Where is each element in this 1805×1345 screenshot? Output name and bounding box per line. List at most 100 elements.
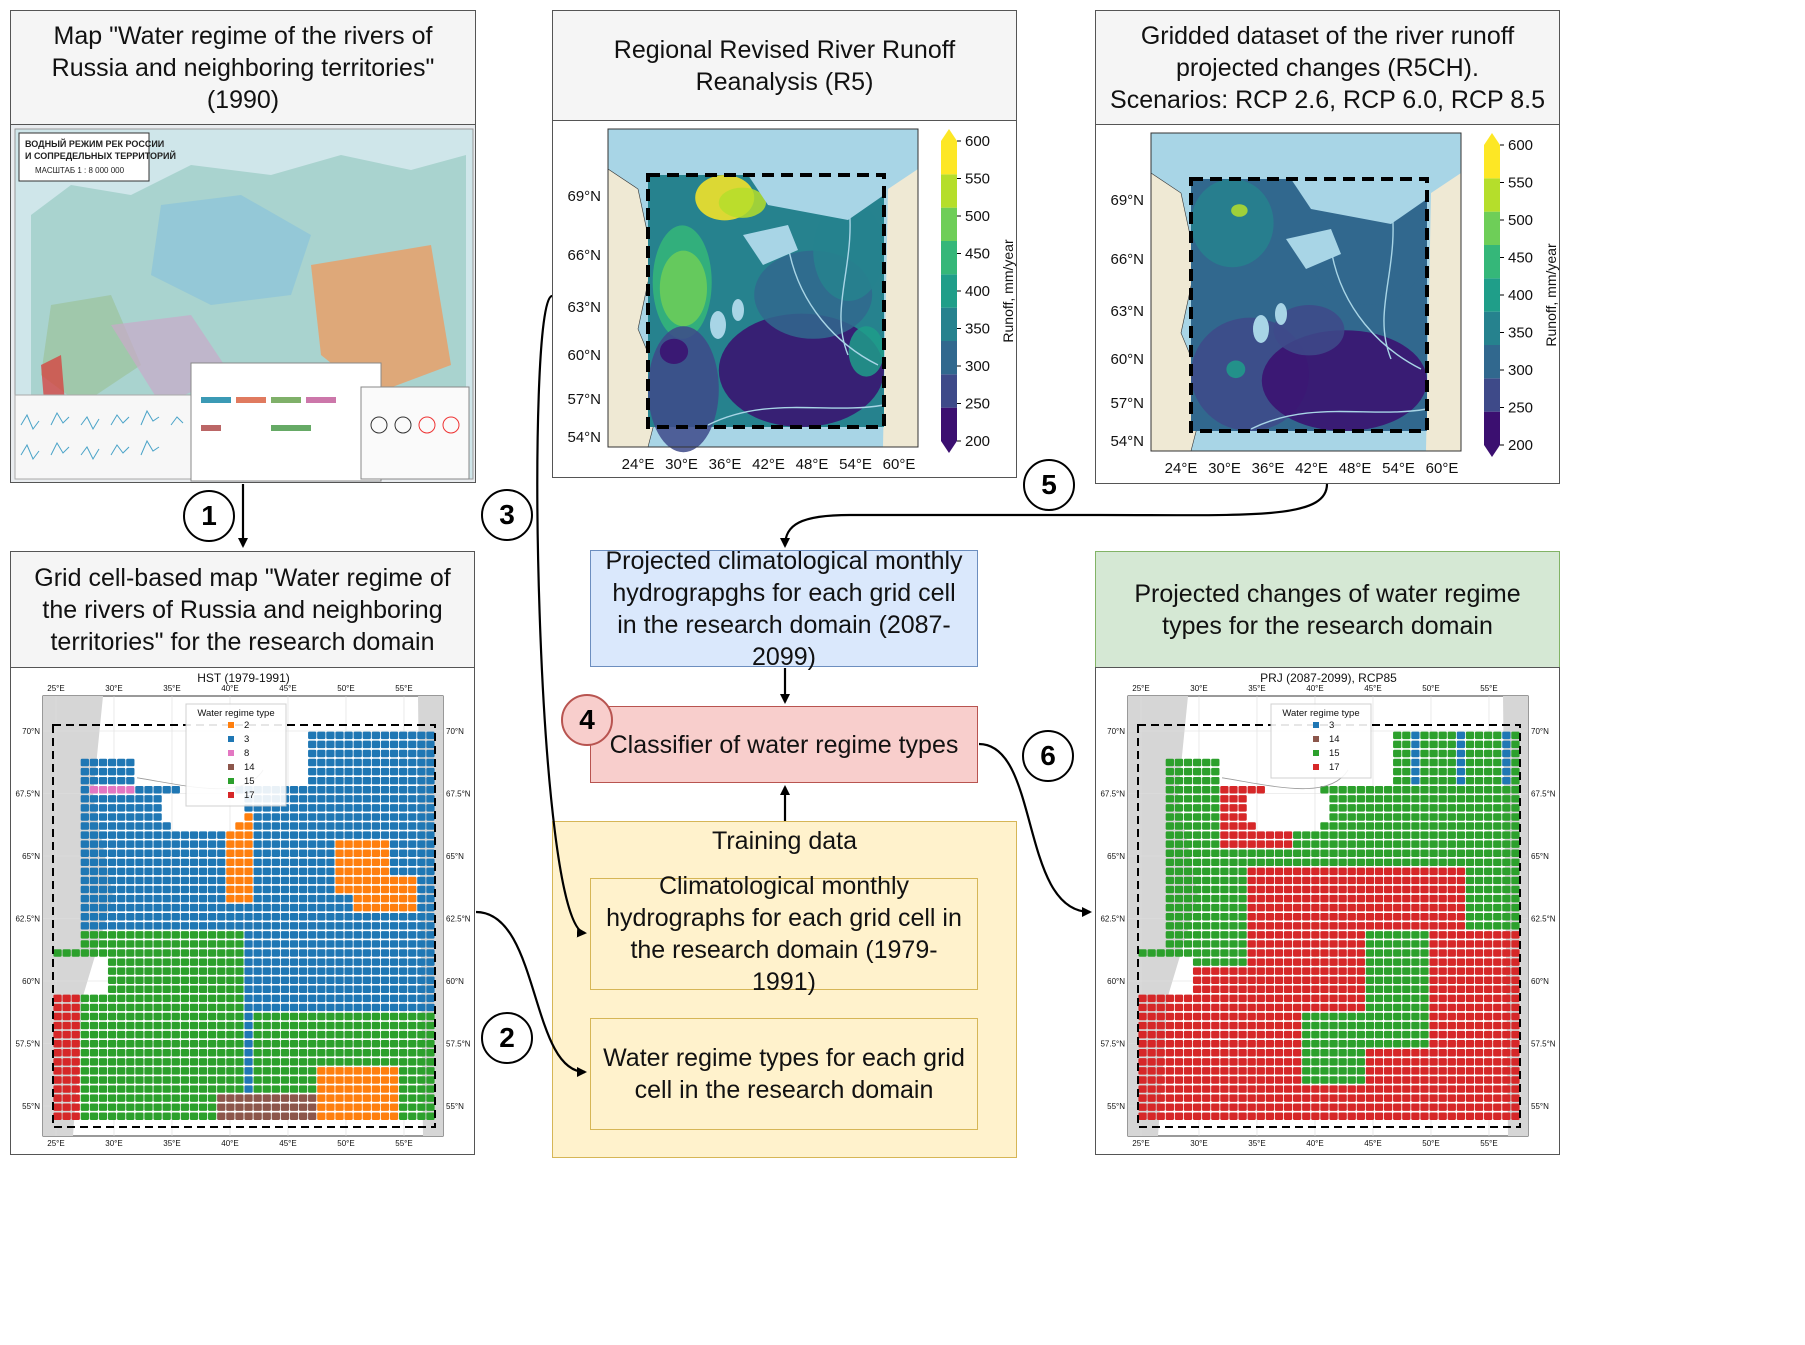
grid-cell: [1256, 1094, 1265, 1102]
grid-cell: [1238, 1021, 1247, 1030]
grid-cell: [244, 1039, 253, 1048]
grid-cell: [1456, 940, 1466, 948]
grid-cell: [417, 1103, 426, 1111]
grid-cell: [1202, 967, 1211, 975]
grid-cell: [1511, 867, 1520, 876]
grid-cell: [1493, 840, 1502, 848]
grid-cell: [1329, 1076, 1338, 1084]
grid-cell: [1511, 1103, 1520, 1111]
grid-cell: [280, 1021, 290, 1030]
grid-cell: [1293, 903, 1302, 912]
grid-cell: [417, 940, 426, 948]
grid-cell: [389, 731, 399, 740]
grid-cell: [1484, 804, 1493, 812]
grid-cell: [1211, 894, 1220, 903]
grid-cell: [1493, 949, 1502, 957]
grid-cell: [244, 1076, 253, 1084]
grid-cell: [1320, 1030, 1329, 1039]
grid-cell: [80, 1067, 89, 1075]
grid-cell: [1438, 831, 1447, 839]
grid-cell: [235, 958, 244, 966]
grid-cell: [98, 840, 108, 848]
grid-cell: [198, 1112, 208, 1120]
grid-cell: [1274, 949, 1284, 957]
grid-cell: [1165, 1103, 1174, 1111]
lon-tick-label: 54°E: [839, 456, 872, 473]
grid-cell: [326, 1112, 335, 1120]
grid-cell: [171, 786, 180, 794]
grid-cell: [180, 1021, 190, 1030]
grid-cell: [1356, 985, 1365, 994]
grid-cell: [1238, 786, 1247, 794]
grid-cell: [1220, 903, 1229, 912]
grid-cell: [335, 776, 344, 785]
grid-cell: [208, 831, 217, 839]
grid-cell: [1274, 894, 1284, 903]
grid-cell: [353, 885, 362, 894]
grid-cell: [1356, 1103, 1365, 1111]
grid-cell: [1338, 822, 1347, 830]
grid-cell: [1202, 1076, 1211, 1084]
grid-cell: [98, 776, 108, 785]
grid-cell: [153, 976, 162, 984]
grid-cell: [1247, 1076, 1256, 1084]
grid-cell: [326, 1030, 335, 1039]
grid-cell: [171, 1067, 180, 1075]
grid-cell: [380, 876, 390, 885]
grid-cell: [1493, 1067, 1502, 1075]
grid-cell: [1438, 912, 1447, 921]
grid-cell: [308, 985, 317, 994]
grid-cell: [289, 1112, 299, 1120]
grid-cell: [189, 1058, 199, 1066]
grid-cell: [244, 994, 253, 1003]
grid-cell: [1447, 831, 1456, 839]
grid-cell: [426, 1039, 435, 1048]
grid-cell: [262, 940, 271, 948]
grid-cell: [1174, 758, 1184, 767]
grid-cell: [135, 1049, 144, 1057]
grid-cell: [1283, 840, 1293, 848]
grid-cell: [1211, 1094, 1220, 1102]
grid-cell: [1438, 976, 1447, 984]
grid-cell: [1493, 1103, 1502, 1111]
grid-cell: [380, 1094, 390, 1102]
grid-cell: [1347, 1085, 1356, 1093]
grid-cell: [126, 786, 135, 794]
grid-cell: [1293, 949, 1302, 957]
grid-cell: [1183, 994, 1193, 1003]
grid-cell: [235, 903, 244, 912]
grid-cell: [1447, 958, 1456, 966]
legend-label: 3: [244, 734, 249, 745]
lon-tick-top: 25°E: [47, 684, 64, 693]
grid-cell: [208, 912, 217, 921]
grid-cell: [171, 1094, 180, 1102]
grid-cell: [1493, 758, 1502, 767]
grid-cell: [1293, 967, 1302, 975]
grid-cell: [1365, 1112, 1375, 1120]
grid-cell: [1465, 813, 1475, 821]
grid-cell: [1229, 795, 1238, 803]
grid-cell: [1202, 940, 1211, 948]
grid-cell: [144, 1103, 153, 1111]
grid-cell: [262, 1049, 271, 1057]
grid-cell: [1484, 1067, 1493, 1075]
white-sea: [1286, 229, 1341, 269]
grid-cell: [344, 867, 353, 876]
grid-cell: [1329, 940, 1338, 948]
grid-cell: [1311, 1076, 1320, 1084]
grid-cell: [171, 831, 180, 839]
grid-cell: [89, 849, 99, 857]
grid-cell: [317, 1067, 326, 1075]
grid-cell: [253, 1012, 262, 1021]
grid-cell: [1374, 958, 1384, 966]
grid-cell: [1374, 1030, 1384, 1039]
grid-cell: [1484, 931, 1493, 939]
grid-cell: [1256, 1103, 1265, 1111]
grid-cell: [389, 813, 399, 821]
grid-cell: [1447, 994, 1456, 1003]
lat-tick-left: 70°N: [1107, 727, 1125, 736]
grid-cell: [389, 876, 399, 885]
grid-cell: [126, 940, 135, 948]
grid-cell: [189, 849, 199, 857]
grid-cell: [1293, 1049, 1302, 1057]
